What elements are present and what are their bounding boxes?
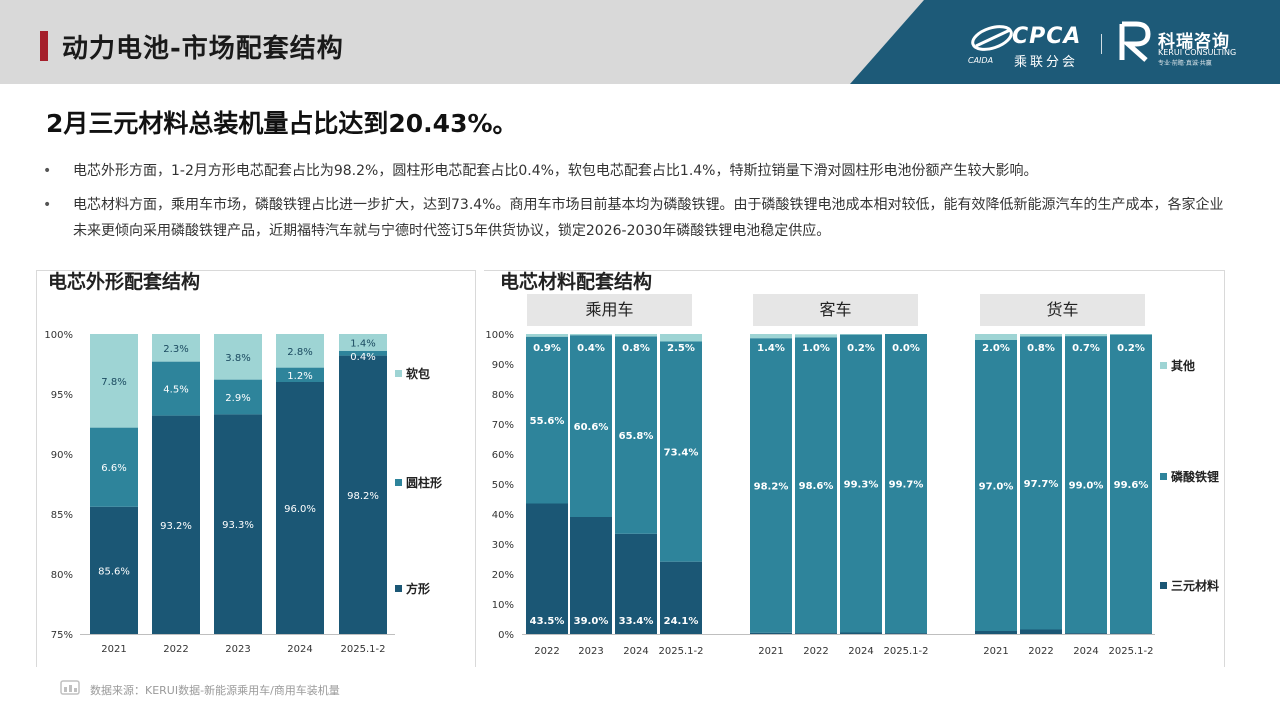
kerui-logo-en: KERUI CONSULTING bbox=[1158, 48, 1237, 57]
cpca-logo-text: CPCA bbox=[1012, 24, 1082, 49]
kerui-logo-icon bbox=[1119, 21, 1151, 62]
page-title: 动力电池-市场配套结构 bbox=[62, 34, 344, 64]
group-header-truck: 货车 bbox=[980, 294, 1145, 326]
header-accent-bar bbox=[40, 31, 48, 61]
cpca-logo-en: CAIDA bbox=[968, 56, 994, 65]
bullet-text: 电芯外形方面，1-2月方形电芯配套占比为98.2%，圆柱形电芯配套占比0.4%，… bbox=[73, 163, 1038, 179]
bullet-shape: • 电芯外形方面，1-2月方形电芯配套占比为98.2%，圆柱形电芯配套占比0.4… bbox=[43, 158, 1233, 184]
kerui-logo-tagline: 专业·前瞻·真诚·共赢 bbox=[1158, 60, 1212, 67]
bullet-text: 电芯材料方面，乘用车市场，磷酸铁锂占比进一步扩大，达到73.4%。商用车市场目前… bbox=[73, 197, 1224, 239]
logo-divider bbox=[1101, 34, 1102, 54]
cpca-logo-icon bbox=[971, 25, 1013, 51]
bullet-dot-icon: • bbox=[43, 197, 52, 213]
group-header-passenger: 乘用车 bbox=[527, 294, 692, 326]
headline: 2月三元材料总装机量占比达到20.43%。 bbox=[46, 109, 518, 138]
shape-chart-title: 电芯外形配套结构 bbox=[48, 271, 201, 293]
cpca-logo-cn: 乘联分会 bbox=[1014, 55, 1079, 70]
data-source-note: 数据来源：KERUI数据-新能源乘用车/商用车装机量 bbox=[90, 684, 340, 697]
data-source-icon bbox=[60, 680, 80, 695]
shape-chart-panel bbox=[36, 270, 476, 667]
material-chart-title: 电芯材料配套结构 bbox=[500, 271, 653, 293]
kerui-logo-cn: 科瑞咨询 bbox=[1158, 32, 1230, 52]
material-chart-panel bbox=[484, 270, 1225, 667]
group-header-bus: 客车 bbox=[753, 294, 918, 326]
bullet-dot-icon: • bbox=[43, 163, 52, 179]
bullet-material: • 电芯材料方面，乘用车市场，磷酸铁锂占比进一步扩大，达到73.4%。商用车市场… bbox=[43, 192, 1233, 244]
logo-panel bbox=[850, 0, 1280, 84]
